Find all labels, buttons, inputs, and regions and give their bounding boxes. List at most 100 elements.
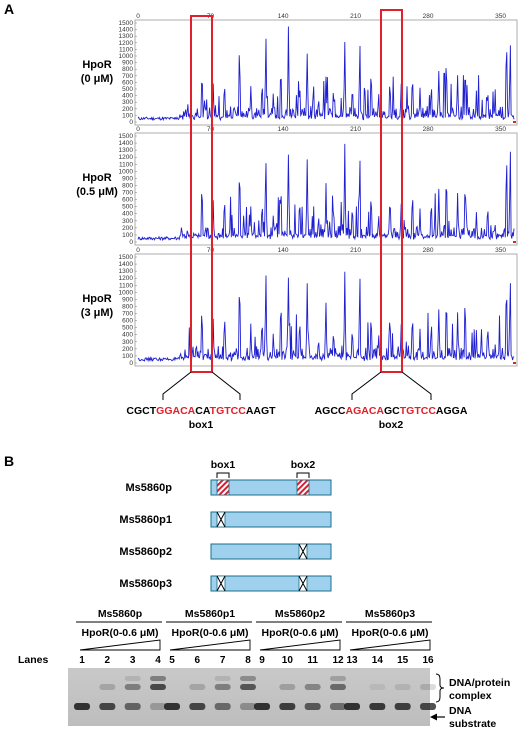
gel-group-condition-1: HpoR(0-0.6 μM) — [81, 627, 158, 639]
y-tick-label: 400 — [122, 211, 133, 218]
box1-seq-part-5: AAGT — [246, 405, 276, 417]
lane-number-7: 7 — [220, 655, 226, 666]
gel-group-gradient-wedge-1 — [79, 639, 161, 651]
complex-band — [279, 684, 296, 690]
trace-3-label-line2: (3 μM) — [81, 307, 114, 319]
trace-panel-2: 0 70 140 210 280 3500100200300400500600700800… — [119, 126, 518, 246]
x-tick-label: 210 — [350, 126, 361, 133]
gel-bands — [74, 676, 436, 710]
x-tick-label: 350 — [495, 13, 506, 20]
y-tick-label: 1400 — [119, 27, 134, 34]
trace-line-3 — [137, 271, 515, 363]
complex-band — [214, 684, 231, 690]
footprint-traces: 0 70 140 210 280 3500100200300400500600700800… — [119, 13, 518, 367]
construct-2-deletion-mark — [216, 511, 226, 528]
y-tick-label: 200 — [122, 225, 133, 232]
free-dna-band — [189, 703, 206, 710]
y-tick-label: 900 — [122, 296, 133, 303]
y-tick-label: 500 — [122, 325, 133, 332]
box2-bracket — [296, 472, 310, 478]
y-tick-label: 600 — [122, 79, 133, 86]
y-tick-label: 1000 — [119, 168, 134, 175]
lane-number-16: 16 — [422, 655, 434, 666]
complex-label-line1: DNA/protein — [449, 677, 510, 689]
lane-numbers: 1 2 3 4 5 6 7 8 9 10 11 12 13 14 15 16 — [79, 655, 434, 666]
box2-caption: box2 — [379, 419, 404, 431]
panel-b-letter: B — [4, 453, 14, 469]
x-tick-label: 140 — [278, 13, 289, 20]
free-dna-band — [164, 703, 180, 710]
free-dna-band — [394, 703, 411, 710]
box1-zoom-line-right — [211, 371, 241, 400]
y-tick-label: 100 — [122, 353, 133, 360]
y-tick-label: 1100 — [119, 161, 133, 168]
construct-diagram: Ms5860p Ms5860p1 Ms5860p2 Ms5860p3 — [119, 479, 332, 592]
y-tick-label: 0 — [129, 119, 133, 126]
y-tick-label: 1300 — [119, 33, 134, 40]
y-tick-label: 1200 — [119, 275, 134, 282]
trace-end-marker — [513, 362, 516, 364]
construct-label-2: Ms5860p1 — [119, 514, 172, 526]
y-tick-label: 1500 — [119, 20, 134, 27]
construct-3-deletion-mark — [298, 543, 308, 560]
free-dna-band — [124, 703, 141, 710]
gel-group-name-1: Ms5860p — [98, 608, 142, 620]
substrate-label-line2: substrate — [449, 718, 496, 730]
complex-band — [394, 684, 411, 690]
trace-end-marker — [513, 121, 516, 123]
gel-group-condition-2: HpoR(0-0.6 μM) — [171, 627, 248, 639]
x-tick-label: 280 — [423, 13, 434, 20]
lane-number-12: 12 — [332, 655, 344, 666]
gel-group-condition-3: HpoR(0-0.6 μM) — [261, 627, 338, 639]
y-tick-label: 700 — [122, 73, 133, 80]
y-tick-label: 900 — [122, 175, 133, 182]
complex-band — [330, 684, 346, 690]
construct-label-1: Ms5860p — [126, 482, 173, 494]
box1-highlight — [190, 15, 213, 373]
y-tick-label: 300 — [122, 218, 133, 225]
complex-band-upper — [240, 676, 256, 681]
x-tick-label: 0 — [136, 13, 140, 20]
gel-group-gradient-wedge-4 — [349, 639, 431, 651]
y-tick-label: 100 — [122, 232, 133, 239]
free-dna-band — [330, 703, 346, 710]
y-tick-label: 500 — [122, 204, 133, 211]
box1-sequence: CGCTGGACACATGTCCAAGT — [126, 405, 276, 417]
free-dna-band — [344, 703, 360, 710]
gel-image — [68, 668, 430, 726]
x-tick-label: 280 — [423, 247, 434, 254]
box1-seq-part-3: CA — [195, 405, 211, 417]
complex-band-upper — [214, 676, 231, 681]
gel-headers: Ms5860p HpoR(0-0.6 μM) Ms5860p1 HpoR(0-0.6 … — [76, 608, 432, 651]
x-tick-label: 140 — [278, 126, 289, 133]
y-tick-label: 600 — [122, 197, 133, 204]
lane-number-9: 9 — [259, 655, 265, 666]
y-tick-label: 800 — [122, 66, 133, 73]
lanes-label: Lanes — [18, 654, 49, 666]
construct-label-3: Ms5860p2 — [119, 546, 172, 558]
x-tick-label: 0 — [136, 247, 140, 254]
lane-number-8: 8 — [245, 655, 251, 666]
y-tick-label: 1000 — [119, 53, 134, 60]
lane-number-10: 10 — [282, 655, 294, 666]
box1-seq-part-2: GGACA — [156, 405, 196, 417]
construct-box1-label: box1 — [211, 459, 236, 471]
y-tick-label: 800 — [122, 182, 133, 189]
x-tick-label: 280 — [423, 126, 434, 133]
y-tick-label: 400 — [122, 332, 133, 339]
complex-brace — [435, 673, 445, 703]
y-tick-label: 200 — [122, 346, 133, 353]
x-tick-label: 350 — [495, 126, 506, 133]
free-dna-band — [214, 703, 231, 710]
y-tick-label: 300 — [122, 339, 133, 346]
complex-band — [420, 684, 436, 690]
trace-1-label-line2: (0 μM) — [81, 73, 114, 85]
y-tick-label: 700 — [122, 190, 133, 197]
trace-2-label-line2: (0.5 μM) — [76, 186, 118, 198]
box2-seq-part-5: AGGA — [436, 405, 468, 417]
y-tick-label: 1400 — [119, 261, 134, 268]
box2-sequence: AGCCAGACAGCTGTCCAGGA — [315, 405, 468, 417]
box1-bracket — [216, 472, 230, 478]
box2-zoom-line-left — [351, 371, 382, 400]
gel-group-name-4: Ms5860p3 — [365, 608, 415, 620]
